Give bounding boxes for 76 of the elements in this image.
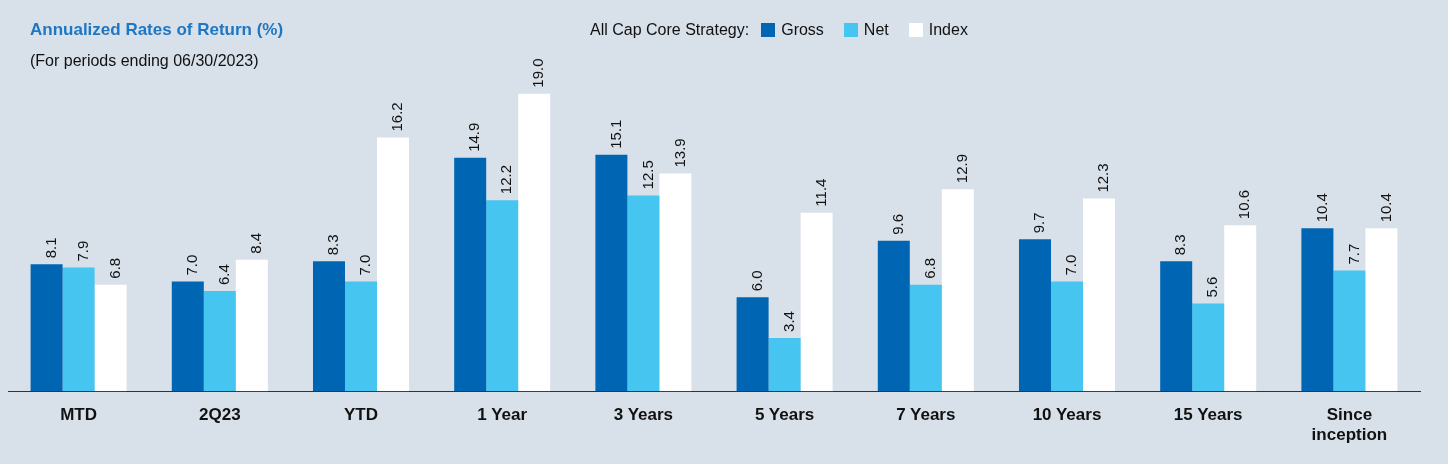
bar xyxy=(377,137,410,392)
bar xyxy=(30,264,63,392)
data-label: 3.4 xyxy=(779,311,797,332)
bar xyxy=(235,259,268,392)
data-label: 6.0 xyxy=(747,270,765,292)
bar xyxy=(1160,261,1193,392)
data-label: 11.4 xyxy=(811,178,829,207)
chart-subtitle: (For periods ending 06/30/2023) xyxy=(30,52,259,70)
bar xyxy=(1333,270,1366,392)
data-label: 8.3 xyxy=(324,234,342,256)
x-tick-label: 10 Years xyxy=(1032,405,1102,425)
data-label: 9.6 xyxy=(888,214,906,235)
data-label: 5.6 xyxy=(1203,276,1221,298)
data-label: 6.8 xyxy=(920,257,938,279)
legend-title: All Cap Core Strategy: xyxy=(590,21,750,39)
bar xyxy=(800,212,833,392)
bar xyxy=(62,267,95,392)
data-label: 8.3 xyxy=(1171,234,1189,256)
x-tick-label: 5 Years xyxy=(754,405,815,425)
data-label: 7.0 xyxy=(182,254,200,276)
data-label: 8.4 xyxy=(246,232,264,254)
data-label: 14.9 xyxy=(465,122,483,152)
x-tick-label: Since inception xyxy=(1311,405,1388,445)
bar xyxy=(1301,228,1334,392)
data-label: 9.7 xyxy=(1030,212,1048,234)
data-label: 7.9 xyxy=(73,240,91,262)
legend-label: Gross xyxy=(781,21,824,39)
bar xyxy=(941,189,974,392)
data-label: 12.2 xyxy=(497,164,515,195)
bar xyxy=(94,284,127,392)
bar xyxy=(1083,198,1116,392)
bar xyxy=(659,173,692,392)
bar xyxy=(1365,228,1398,392)
data-label: 8.1 xyxy=(41,237,59,259)
data-label: 12.5 xyxy=(638,160,656,190)
chart-title: Annualized Rates of Return (%) xyxy=(30,20,284,40)
bar xyxy=(736,297,769,392)
data-label: 7.0 xyxy=(1062,254,1080,276)
data-label: 7.7 xyxy=(1344,243,1362,265)
bar xyxy=(1051,281,1083,392)
bar xyxy=(486,200,519,392)
data-label: 10.4 xyxy=(1312,193,1330,223)
bar xyxy=(627,195,660,392)
x-tick-label: 2Q23 xyxy=(199,405,241,425)
bar xyxy=(203,290,236,392)
data-label: 12.9 xyxy=(952,153,970,184)
x-tick-label: 7 Years xyxy=(896,405,956,425)
bar xyxy=(171,281,204,392)
data-label: 19.0 xyxy=(529,58,547,88)
x-tick-label: 3 Years xyxy=(613,405,674,425)
data-label: 13.9 xyxy=(670,138,688,168)
bar xyxy=(768,337,801,392)
bar xyxy=(454,157,487,392)
data-label: 7.0 xyxy=(356,254,374,276)
x-tick-label: 15 Years xyxy=(1173,405,1243,425)
bar xyxy=(909,284,942,392)
bar xyxy=(518,93,551,392)
data-label: 10.4 xyxy=(1376,193,1394,223)
x-tick-label: MTD xyxy=(60,405,98,425)
legend-label: Index xyxy=(928,21,968,39)
data-label: 15.1 xyxy=(606,119,624,149)
legend-label: Net xyxy=(863,21,889,39)
bar xyxy=(595,154,628,392)
bar xyxy=(312,261,345,392)
bar xyxy=(1192,303,1225,392)
data-label: 6.4 xyxy=(214,264,232,285)
data-label: 6.8 xyxy=(105,257,123,279)
x-tick-label: YTD xyxy=(344,405,378,425)
data-label: 16.2 xyxy=(388,102,406,132)
data-label: 10.6 xyxy=(1235,190,1253,220)
bar xyxy=(345,281,377,392)
bar xyxy=(1224,225,1257,392)
bar xyxy=(1018,239,1051,392)
data-label: 12.3 xyxy=(1094,163,1112,193)
bar xyxy=(877,240,910,392)
x-tick-label: 1 Year xyxy=(477,405,528,425)
